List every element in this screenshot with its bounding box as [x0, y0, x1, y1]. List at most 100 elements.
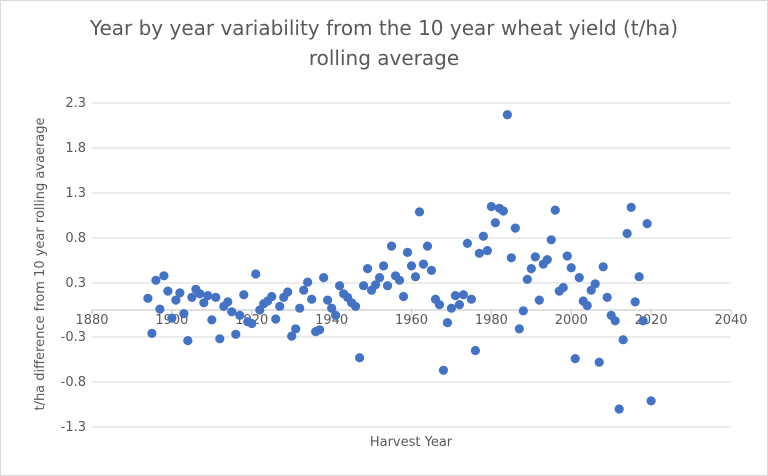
data-point: [374, 273, 385, 283]
data-point: [175, 288, 185, 298]
data-point: [626, 202, 636, 212]
data-point: [319, 273, 329, 283]
data-point: [386, 241, 397, 251]
data-point: [155, 304, 165, 314]
data-point: [594, 357, 604, 367]
data-point: [526, 264, 536, 274]
data-point: [602, 292, 612, 302]
data-point: [227, 307, 237, 317]
data-point: [382, 281, 393, 291]
data-point: [151, 275, 161, 285]
data-point: [207, 315, 217, 325]
data-point: [323, 295, 333, 305]
data-point: [634, 272, 644, 282]
data-point: [271, 314, 281, 324]
data-point: [490, 218, 500, 228]
data-point: [195, 289, 205, 299]
data-point: [315, 325, 325, 335]
data-point: [646, 396, 656, 406]
data-point: [350, 301, 361, 311]
data-point: [327, 303, 337, 313]
x-tick-label: 1980: [475, 313, 508, 328]
x-tick-label: 1880: [75, 313, 108, 328]
data-point: [434, 300, 445, 310]
data-point: [287, 331, 297, 341]
data-point: [498, 206, 508, 216]
data-point: [251, 269, 261, 279]
x-tick-label: 2040: [714, 313, 747, 328]
data-point: [167, 313, 177, 323]
data-point: [514, 324, 524, 334]
data-point: [446, 303, 457, 313]
data-point: [358, 281, 369, 291]
data-point: [522, 274, 532, 284]
data-point: [239, 290, 249, 300]
data-points: [143, 110, 656, 414]
data-point: [442, 318, 453, 328]
data-point: [275, 301, 285, 311]
data-point: [414, 207, 425, 217]
data-point: [470, 345, 480, 356]
y-tick-label: 0.3: [65, 276, 86, 291]
y-tick-label: 1.3: [65, 186, 86, 201]
data-point: [438, 365, 449, 375]
data-point: [466, 294, 477, 304]
data-point: [566, 263, 576, 273]
data-point: [450, 291, 461, 301]
data-point: [398, 291, 409, 302]
data-point: [235, 310, 245, 320]
data-point: [458, 290, 469, 300]
data-point: [582, 300, 592, 311]
data-point: [546, 235, 556, 245]
data-point: [630, 297, 640, 307]
data-point: [199, 298, 209, 308]
data-point: [482, 246, 492, 256]
data-point: [211, 292, 221, 302]
data-point: [303, 277, 313, 287]
data-point: [378, 261, 389, 271]
y-tick-label: -1.3: [61, 420, 86, 435]
data-point: [422, 241, 433, 251]
data-point: [159, 271, 169, 281]
data-point: [454, 300, 465, 310]
x-axis-title: Harvest Year: [370, 435, 453, 450]
data-point: [295, 303, 305, 313]
data-point: [203, 291, 213, 301]
data-point: [163, 286, 173, 296]
data-point: [502, 110, 512, 120]
y-tick-labels: -1.3 -0.8 -0.3 0.3 0.8 1.3 1.8 2.3: [61, 96, 86, 435]
data-point: [247, 318, 257, 329]
data-point: [542, 255, 552, 265]
data-point: [354, 353, 365, 363]
data-point: [418, 259, 429, 269]
data-point: [590, 279, 600, 289]
data-point: [558, 282, 568, 293]
data-point: [614, 404, 624, 414]
data-point: [171, 295, 181, 305]
data-point: [562, 251, 572, 261]
chart-title-line-1: Year by year variability from the 10 yea…: [89, 16, 679, 40]
data-point: [291, 324, 301, 334]
data-point: [406, 261, 417, 271]
data-point: [550, 205, 560, 215]
data-point: [518, 306, 528, 316]
y-tick-label: -0.8: [61, 375, 86, 390]
data-point: [143, 293, 153, 303]
data-point: [462, 238, 473, 248]
y-tick-label: 0.8: [65, 231, 86, 246]
data-point: [598, 262, 608, 272]
data-point: [215, 334, 225, 344]
data-point: [574, 273, 584, 283]
data-point: [426, 265, 437, 275]
y-axis-title: t/ha difference from 10 year rolling ava…: [33, 117, 48, 410]
data-point: [618, 335, 628, 345]
data-point: [299, 285, 309, 295]
y-tick-label: -0.3: [61, 330, 86, 345]
data-point: [510, 223, 520, 233]
data-point: [478, 231, 488, 241]
y-tick-label: 2.3: [65, 96, 86, 111]
data-point: [610, 316, 620, 326]
x-tick-label: 1960: [395, 313, 428, 328]
x-tick-label: 2000: [555, 313, 588, 328]
